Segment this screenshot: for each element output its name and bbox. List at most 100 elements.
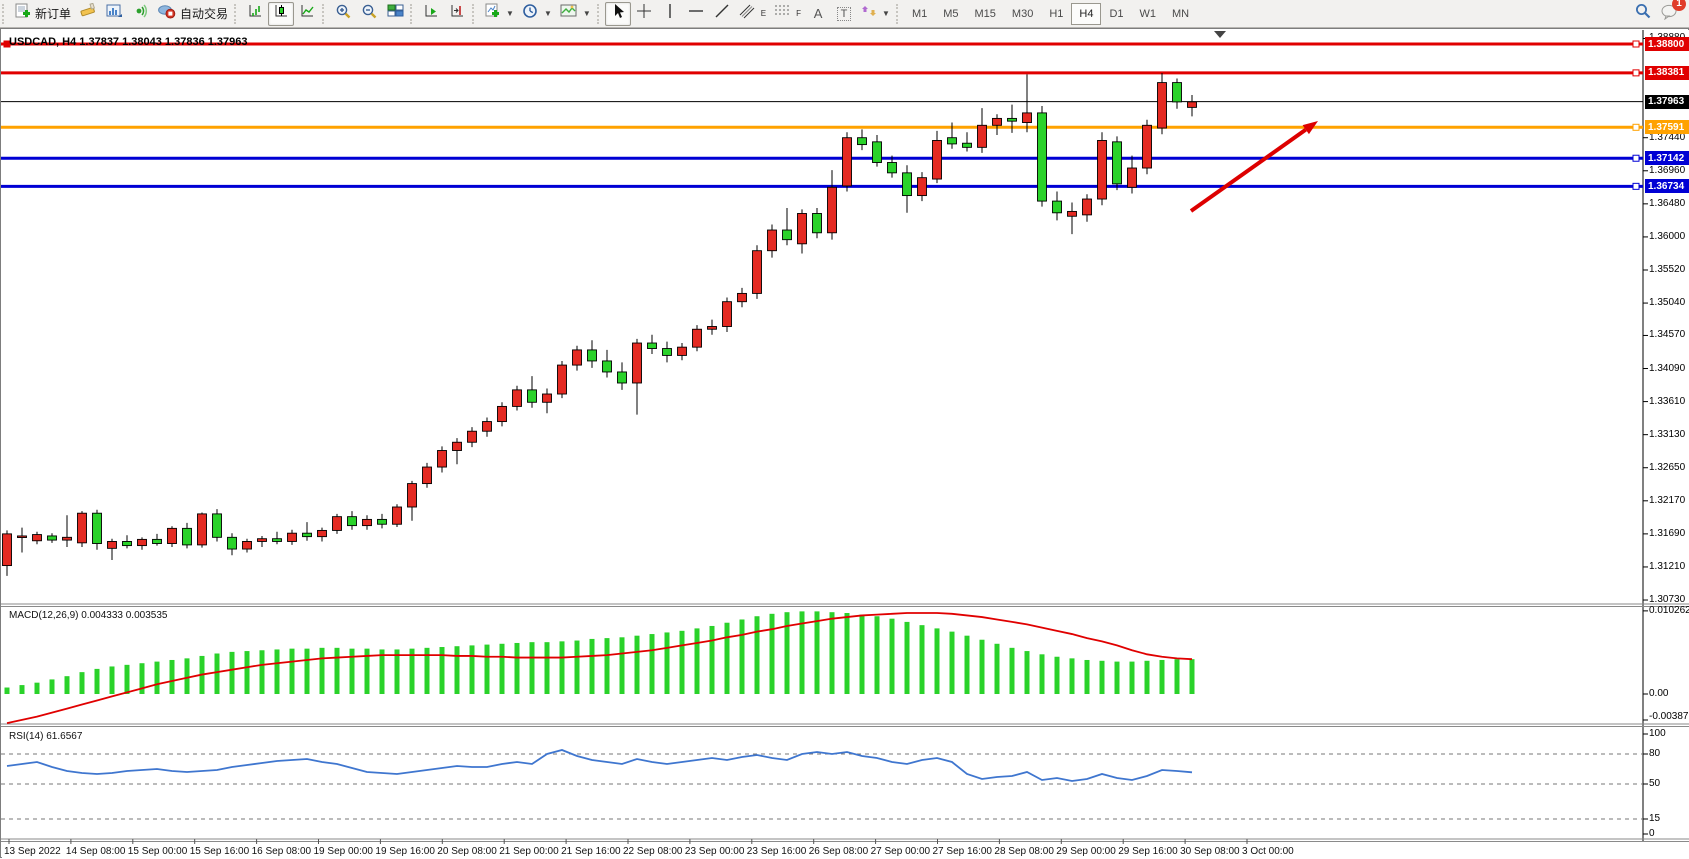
price-tick-label: 1.31210 xyxy=(1649,560,1686,572)
equidistant-channel-tool-button[interactable]: E xyxy=(735,2,770,26)
candle-body-bear xyxy=(182,527,192,546)
candle-body-bear xyxy=(872,141,882,163)
text-tool-button[interactable]: A xyxy=(805,2,831,26)
crosshair-tool-button[interactable] xyxy=(631,2,657,26)
level-handle[interactable] xyxy=(1632,40,1640,48)
level-handle[interactable] xyxy=(3,40,11,48)
auto-scroll-icon xyxy=(423,3,440,24)
price-tick-label: 1.33130 xyxy=(1649,428,1686,440)
timeframe-button-m15[interactable]: M15 xyxy=(974,7,996,20)
zoom-in-icon xyxy=(335,3,352,25)
toolbar-grip[interactable] xyxy=(322,3,328,24)
trend-arrow[interactable] xyxy=(1189,128,1307,213)
toolbar-grip[interactable] xyxy=(2,3,8,24)
toolbar-grip[interactable] xyxy=(234,3,240,24)
search-icon[interactable] xyxy=(1634,2,1652,25)
timeframe-button-h1[interactable]: H1 xyxy=(1049,7,1064,20)
bar-chart-mode-button[interactable] xyxy=(242,2,268,26)
new-chart-button[interactable]: ▼ xyxy=(480,2,518,26)
toolbar-grip[interactable] xyxy=(410,3,416,24)
candle-body-bear xyxy=(947,137,957,145)
candle-body-bull xyxy=(1127,167,1137,188)
timeframe-button-mn[interactable]: MN xyxy=(1172,7,1190,20)
price-level-label: 1.37142 xyxy=(1645,151,1689,166)
line-chart-mode-button[interactable] xyxy=(294,2,320,26)
macd-histogram-bar xyxy=(304,648,310,694)
macd-histogram-bar xyxy=(124,664,130,694)
level-handle[interactable] xyxy=(1632,154,1640,162)
candle-body-bear xyxy=(902,172,912,197)
toolbar-grip[interactable] xyxy=(472,3,478,24)
level-handle[interactable] xyxy=(1632,123,1640,131)
rsi-scale-label: 0 xyxy=(1649,828,1655,839)
trendline-tool-button[interactable] xyxy=(709,2,735,26)
timeframe-button-h4[interactable]: H4 xyxy=(1071,2,1102,25)
macd-histogram-bar xyxy=(1084,659,1090,694)
chart-shift-button[interactable] xyxy=(444,2,470,26)
macd-histogram-bar xyxy=(679,630,685,694)
macd-histogram-bar xyxy=(499,643,505,694)
rsi-indicator-label: RSI(14) 61.6567 xyxy=(9,731,83,742)
price-level-label: 1.36734 xyxy=(1645,179,1689,194)
candle-body-bear xyxy=(227,536,237,550)
candle-body-bull xyxy=(797,213,807,245)
notifications-button[interactable]: 1 xyxy=(1660,0,1686,25)
cursor-tool-button[interactable] xyxy=(604,1,631,26)
periods-button[interactable]: ▼ xyxy=(518,2,556,26)
time-axis-label: 19 Sep 00:00 xyxy=(313,846,374,857)
market-watch-button[interactable] xyxy=(75,2,101,26)
templates-button[interactable]: ▼ xyxy=(556,2,595,26)
candle-body-bear xyxy=(587,349,597,362)
candle-body-bear xyxy=(857,137,867,146)
macd-histogram-bar xyxy=(559,641,565,694)
timeframe-button-m1[interactable]: M1 xyxy=(911,7,928,20)
tile-windows-button[interactable] xyxy=(382,2,408,26)
time-axis-label: 16 Sep 08:00 xyxy=(251,846,312,857)
toolbar-grip[interactable] xyxy=(895,3,902,24)
history-center-button[interactable] xyxy=(101,2,127,26)
macd-histogram-bar xyxy=(514,642,520,694)
price-level-label: 1.38381 xyxy=(1645,65,1689,80)
candle-body-bull xyxy=(557,364,567,395)
candle-body-bull xyxy=(632,342,642,384)
timeframe-button-m30[interactable]: M30 xyxy=(1011,7,1034,20)
tile-windows-icon xyxy=(387,3,404,24)
chart-shift-marker-icon[interactable] xyxy=(1214,31,1226,38)
vertical-line-tool-button[interactable] xyxy=(657,2,683,26)
macd-histogram-bar xyxy=(619,637,625,694)
candle-body-bear xyxy=(377,518,387,525)
candle-body-bull xyxy=(542,393,552,403)
horizontal-line-tool-button[interactable] xyxy=(683,2,709,26)
candle-body-bull xyxy=(242,541,252,550)
chart-canvas[interactable] xyxy=(1,29,1689,859)
level-handle[interactable] xyxy=(1632,182,1640,190)
toolbar-grip[interactable] xyxy=(596,3,603,24)
candle-body-bull xyxy=(767,229,777,252)
trend-arrow-head[interactable] xyxy=(1302,121,1318,135)
candlestick-mode-button[interactable] xyxy=(268,1,295,26)
timeframe-button-m5[interactable]: M5 xyxy=(943,7,959,20)
zoom-in-button[interactable] xyxy=(330,2,356,26)
fibonacci-tool-button[interactable]: F xyxy=(770,2,805,26)
new-order-button[interactable]: 新订单 xyxy=(10,2,75,26)
new-order-icon xyxy=(14,3,31,25)
arrows-tool-button[interactable]: ▼ xyxy=(857,2,894,26)
level-handle[interactable] xyxy=(1632,69,1640,77)
candle-body-bear xyxy=(617,371,627,384)
text-label-tool-button[interactable]: T xyxy=(831,2,857,26)
candle-body-bull xyxy=(167,527,177,544)
candle-body-bull xyxy=(977,124,987,148)
fibo-tag: F xyxy=(796,9,802,18)
auto-trading-button[interactable]: 自动交易 xyxy=(153,2,232,26)
chart-window[interactable]: USDCAD, H4 1.37837 1.38043 1.37836 1.379… xyxy=(0,28,1689,858)
macd-histogram-bar xyxy=(469,645,475,694)
price-tick-label: 1.34570 xyxy=(1649,329,1686,341)
auto-scroll-button[interactable] xyxy=(418,2,444,26)
zoom-out-button[interactable] xyxy=(356,2,382,26)
macd-histogram-bar xyxy=(889,618,895,694)
timeframe-button-d1[interactable]: D1 xyxy=(1109,7,1124,20)
signals-button[interactable] xyxy=(127,2,153,26)
timeframe-button-w1[interactable]: W1 xyxy=(1139,7,1157,20)
macd-histogram-bar xyxy=(34,682,40,694)
candle-body-bull xyxy=(137,538,147,547)
